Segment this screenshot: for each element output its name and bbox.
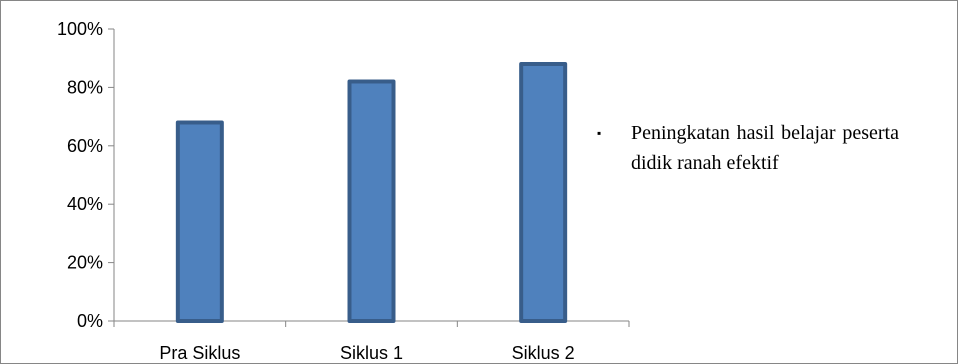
legend-marker: ▪ xyxy=(597,126,602,140)
bar-series xyxy=(175,62,568,323)
bar-siklus-1 xyxy=(347,79,396,323)
y-tick-label: 60% xyxy=(67,136,103,156)
x-tick-label: Pra Siklus xyxy=(159,343,240,363)
y-tick-label: 20% xyxy=(67,253,103,273)
bar-siklus-2 xyxy=(519,62,568,323)
x-tick-label: Siklus 2 xyxy=(512,343,575,363)
x-tick-label: Siklus 1 xyxy=(340,343,403,363)
legend-series-label: Peningkatan hasil belajar peserta didik … xyxy=(631,122,899,174)
y-tick-label: 40% xyxy=(67,194,103,214)
legend: ▪ Peningkatan hasil belajar peserta didi… xyxy=(597,118,899,178)
y-tick-label: 100% xyxy=(57,19,103,39)
bar-pra-siklus xyxy=(175,120,224,323)
y-tick-label: 80% xyxy=(67,77,103,97)
y-axis: 0% 20% 40% 60% 80% 100% xyxy=(57,19,115,331)
y-tick-label: 0% xyxy=(77,311,103,331)
x-axis: Pra Siklus Siklus 1 Siklus 2 xyxy=(113,320,630,363)
